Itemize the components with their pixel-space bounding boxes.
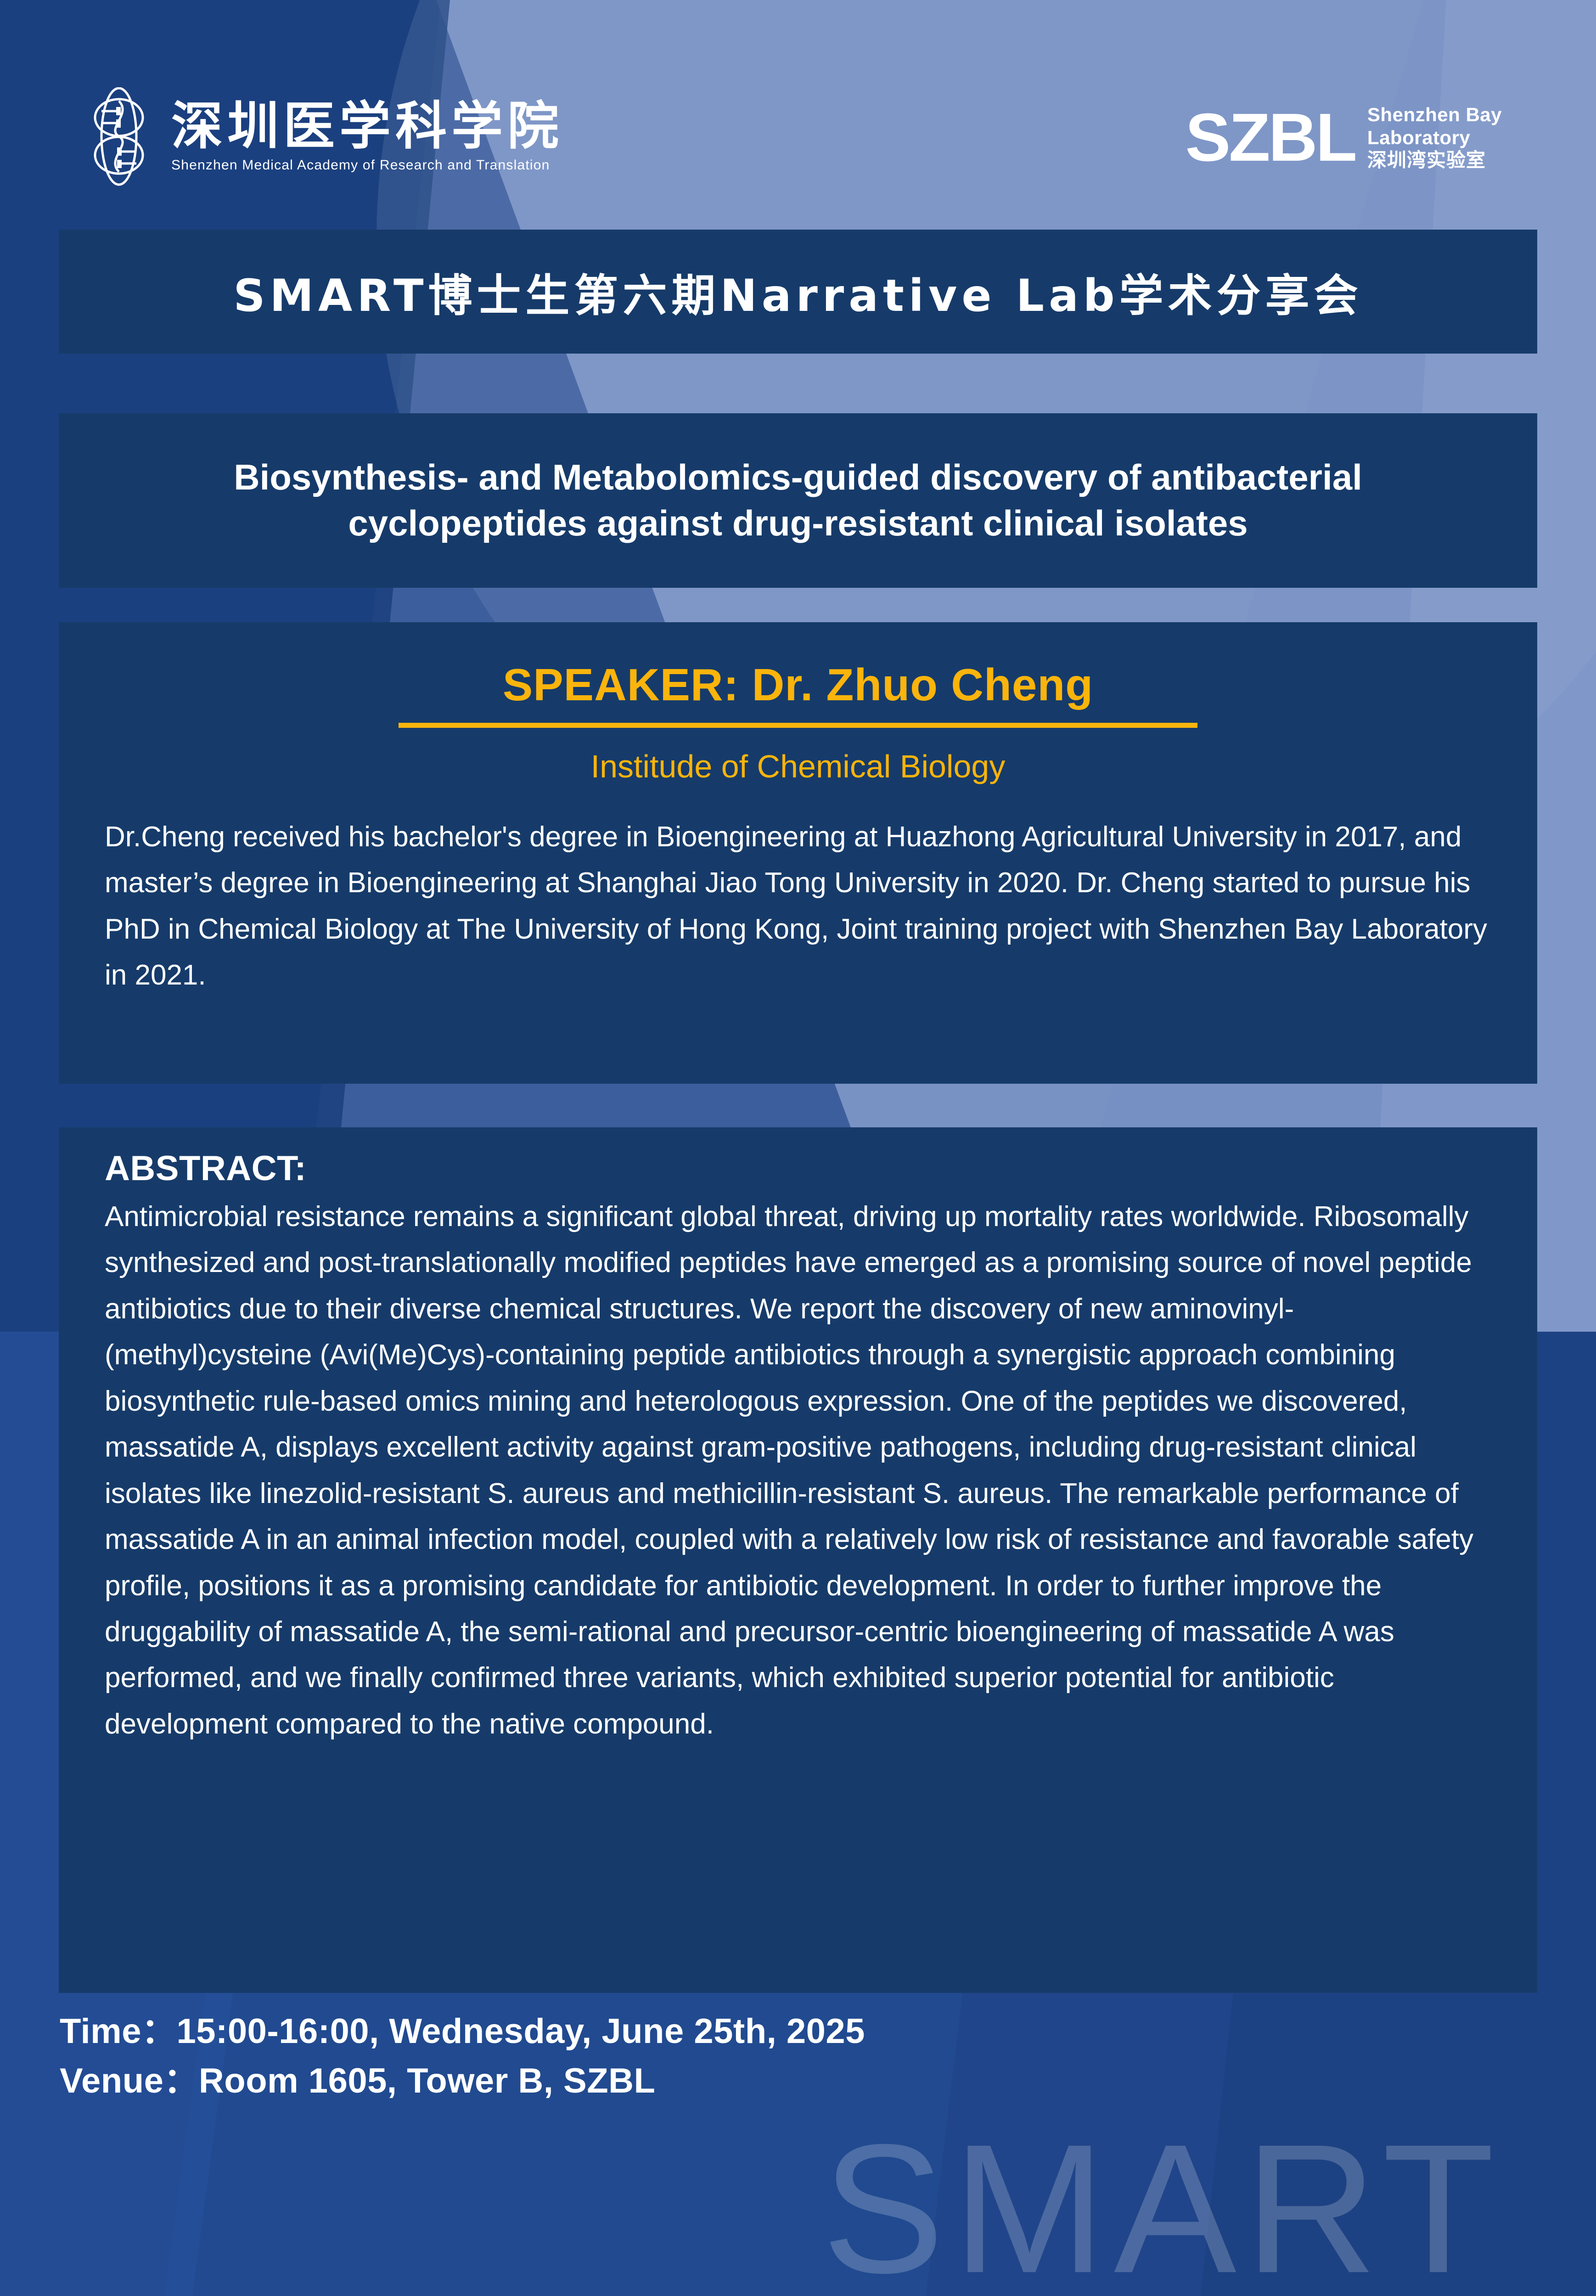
academy-logo: 深圳医学科学院 Shenzhen Medical Academy of Rese… [80,87,563,186]
szbl-name-line2: Laboratory [1367,126,1471,148]
academy-chinese-name: 深圳医学科学院 [171,96,563,156]
abstract-panel: ABSTRACT: Antimicrobial resistance remai… [59,1127,1537,1993]
speaker-divider [399,723,1197,728]
poster-header: 深圳医学科学院 Shenzhen Medical Academy of Rese… [0,0,1596,216]
event-venue: Venue：Room 1605, Tower B, SZBL [60,2061,656,2100]
event-details: Time：15:00-16:00, Wednesday, June 25th, … [60,2007,1437,2106]
szbl-name-line1: Shenzhen Bay [1367,104,1502,125]
szbl-logo: SZBL Shenzhen Bay Laboratory 深圳湾实验室 [1186,103,1502,172]
speaker-affiliation: Institude of Chemical Biology [590,748,1006,784]
speaker-panel: SPEAKER: Dr. Zhuo Cheng Institude of Che… [59,622,1537,1084]
shenzhen-medical-academy-mark-icon [94,87,144,186]
speaker-bio: Dr.Cheng received his bachelor's degree … [105,821,1487,991]
smart-watermark: SMART [822,2106,1503,2296]
abstract-body: Antimicrobial resistance remains a signi… [105,1201,1473,1740]
event-time: Time：15:00-16:00, Wednesday, June 25th, … [60,2012,865,2051]
talk-title-banner: Biosynthesis- and Metabolomics-guided di… [59,413,1537,588]
talk-title-line2: cyclopeptides against drug-resistant cli… [348,503,1248,543]
event-title: SMART博士生第六期Narrative Lab学术分享会 [233,270,1363,321]
academy-english-name: Shenzhen Medical Academy of Research and… [171,157,550,173]
szbl-name-chinese: 深圳湾实验室 [1367,149,1486,172]
speaker-name: SPEAKER: Dr. Zhuo Cheng [502,659,1094,710]
talk-title-line1: Biosynthesis- and Metabolomics-guided di… [234,457,1362,498]
szbl-wordmark: SZBL [1185,99,1357,175]
talk-title: Biosynthesis- and Metabolomics-guided di… [206,455,1390,546]
event-title-banner: SMART博士生第六期Narrative Lab学术分享会 [59,230,1537,354]
abstract-heading: ABSTRACT: [105,1149,307,1188]
